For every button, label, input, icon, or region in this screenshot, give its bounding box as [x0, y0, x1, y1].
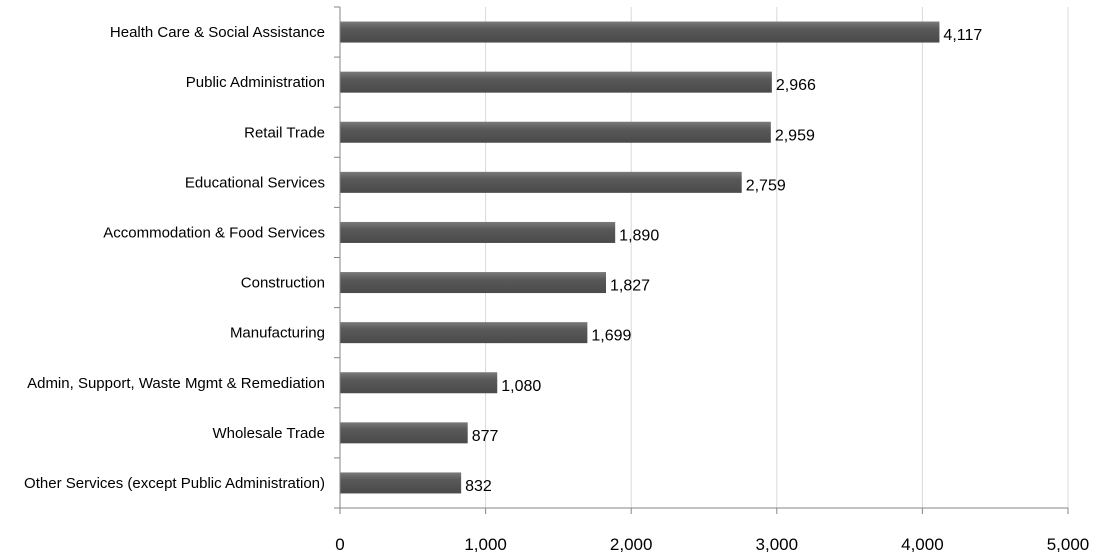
data-label: 877: [472, 428, 499, 445]
data-label: 1,080: [501, 378, 541, 395]
bar: [340, 422, 468, 444]
bar: [340, 221, 616, 243]
data-label: 2,959: [775, 127, 815, 144]
bar: [340, 272, 607, 294]
bar: [340, 472, 462, 494]
x-tick-label: 5,000: [1047, 535, 1090, 552]
bar: [340, 21, 940, 43]
data-label: 832: [465, 478, 492, 495]
data-label: 1,827: [610, 278, 650, 295]
x-tick-label: 2,000: [610, 535, 653, 552]
data-label: 2,759: [746, 177, 786, 194]
bar: [340, 71, 772, 93]
bar: [340, 171, 742, 193]
data-label: 2,966: [776, 77, 816, 94]
x-tick-label: 3,000: [756, 535, 799, 552]
bar: [340, 372, 498, 394]
x-tick-label: 4,000: [901, 535, 944, 552]
x-tick-label: 1,000: [464, 535, 507, 552]
category-label: Educational Services: [185, 174, 325, 191]
category-label: Other Services (except Public Administra…: [24, 475, 325, 492]
category-label: Public Administration: [186, 74, 325, 91]
category-label: Retail Trade: [244, 124, 325, 141]
x-tick-label: 0: [335, 535, 344, 552]
data-label: 1,890: [619, 227, 659, 244]
labels: 0 1,000 2,000 3,000 4,000 5,000 Health Care & …: [24, 24, 1089, 552]
axes: [334, 6, 1069, 514]
data-label: 4,117: [943, 27, 982, 44]
data-label: 1,699: [591, 328, 631, 345]
bar: [340, 322, 588, 344]
category-label: Admin, Support, Waste Mgmt & Remediation: [27, 375, 325, 392]
category-label: Wholesale Trade: [212, 425, 325, 442]
bar: [340, 121, 771, 143]
category-label: Manufacturing: [230, 325, 325, 342]
category-label: Accommodation & Food Services: [103, 224, 325, 241]
category-label: Health Care & Social Assistance: [110, 24, 325, 41]
bars: [340, 21, 940, 494]
category-label: Construction: [241, 275, 325, 292]
